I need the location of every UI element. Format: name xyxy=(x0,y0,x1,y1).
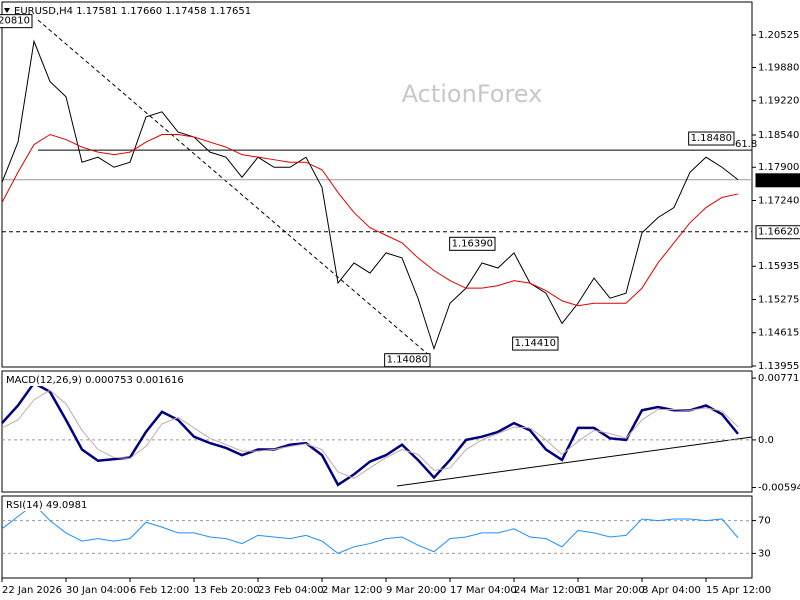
macd-trend-line xyxy=(396,436,753,487)
y-tick-label: 1.19220 xyxy=(758,96,799,107)
panel-title: EURUSD,H4 1.17581 1.17660 1.17458 1.1765… xyxy=(14,6,251,17)
x-tick-label: 6 Feb 12:00 xyxy=(130,585,189,596)
y-tick-label: 1.18540 xyxy=(758,130,799,141)
trend-line xyxy=(37,19,431,357)
x-tick-label: 8 Apr 04:00 xyxy=(642,585,701,596)
label-box xyxy=(449,236,496,251)
label-box xyxy=(384,353,431,368)
menu-arrow xyxy=(4,8,10,13)
series-line xyxy=(1,133,739,307)
x-tick-label: 24 Mar 12:00 xyxy=(514,585,581,596)
y-tick-label: 1.19880 xyxy=(758,62,799,73)
x-tick-label: 15 Apr 12:00 xyxy=(706,585,771,596)
panel-border xyxy=(1,495,753,579)
x-tick-label: 13 Feb 20:00 xyxy=(194,585,260,596)
x-tick-label: 9 Mar 20:00 xyxy=(386,585,446,596)
title-bg xyxy=(5,500,89,511)
x-tick-label: 31 Mar 20:00 xyxy=(578,585,645,596)
x-tick-label: 30 Jan 04:00 xyxy=(66,585,129,596)
y-tick-label: 0.007712 xyxy=(758,373,800,384)
watermark: ActionForex xyxy=(402,80,543,108)
series-line xyxy=(1,389,739,479)
y-tick-label: 70 xyxy=(758,516,771,527)
fib-label: 61.8 xyxy=(735,139,757,150)
y-tick-label: 30 xyxy=(758,548,771,559)
series-line xyxy=(1,39,739,351)
level-label: 1.16620 xyxy=(758,227,799,238)
y-tick-label: 0.0 xyxy=(758,435,774,446)
y-tick-label: 1.15935 xyxy=(758,261,799,272)
y-tick-label: 1.20525 xyxy=(758,30,799,41)
panel-title: MACD(12,26,9) 0.000753 0.001616 xyxy=(6,375,184,386)
x-tick-label: 17 Mar 04:00 xyxy=(450,585,517,596)
panel-border xyxy=(1,1,753,368)
y-tick-label: 1.14615 xyxy=(758,328,799,339)
panel-title: RSI(14) 49.0981 xyxy=(6,500,87,511)
price-annotation: 1.14080 xyxy=(387,355,428,366)
y-tick-label: 1.13955 xyxy=(758,361,799,372)
x-tick-label: 2 Mar 12:00 xyxy=(322,585,382,596)
title-bg xyxy=(5,375,185,386)
series-line xyxy=(1,503,739,554)
panel-border xyxy=(1,370,753,493)
current-price-label: 1.17651 xyxy=(758,175,799,186)
price-annotation: 1.18480 xyxy=(691,133,732,144)
price-annotation: 1.16390 xyxy=(452,238,493,249)
label-box xyxy=(755,225,800,240)
y-tick-label: -0.005944 xyxy=(758,483,800,494)
price-annotation: 1.20810 xyxy=(0,16,30,27)
label-box xyxy=(688,131,735,146)
x-tick-label: 22 Jan 2026 xyxy=(2,585,62,596)
x-tick-label: 23 Feb 04:00 xyxy=(258,585,324,596)
y-tick-label: 1.17240 xyxy=(758,195,799,206)
y-tick-label: 1.17900 xyxy=(758,162,799,173)
price-annotation: 1.14410 xyxy=(515,338,556,349)
label-box xyxy=(0,14,33,29)
y-tick-label: 1.15275 xyxy=(758,294,799,305)
label-box xyxy=(512,336,559,351)
label-box xyxy=(755,173,800,188)
